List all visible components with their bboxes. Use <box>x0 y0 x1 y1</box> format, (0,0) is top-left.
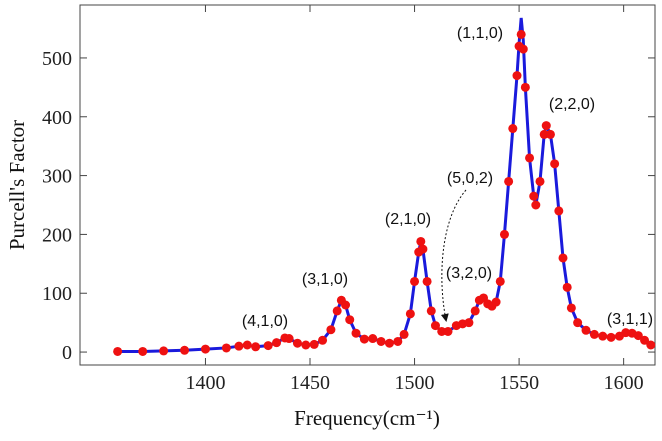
point <box>341 300 351 310</box>
x-tick-label: 1400 <box>185 372 225 394</box>
annotation: (3,1,1) <box>607 311 653 328</box>
point <box>640 335 650 345</box>
point <box>422 276 432 286</box>
y-tick-label: 100 <box>42 283 72 305</box>
x-tick-label: 1450 <box>290 372 330 394</box>
point <box>318 335 328 345</box>
annotation: (2,2,0) <box>549 96 595 113</box>
point <box>405 309 415 319</box>
point <box>554 206 564 216</box>
x-axis-label: Frequency(cm⁻¹) <box>294 406 440 430</box>
arrow <box>440 189 467 322</box>
point <box>376 336 386 346</box>
point <box>138 346 148 356</box>
point <box>529 191 539 201</box>
point <box>416 236 426 246</box>
point <box>418 244 428 254</box>
point <box>518 44 528 54</box>
point <box>539 129 549 139</box>
point <box>368 334 378 344</box>
point <box>545 129 555 139</box>
x-tick-label: 1500 <box>395 372 435 394</box>
point <box>113 346 123 356</box>
point <box>332 306 342 316</box>
point <box>359 334 369 344</box>
point <box>531 200 541 210</box>
point <box>351 328 361 338</box>
plot-frame <box>79 4 656 366</box>
point <box>384 338 394 348</box>
annotation: (3,2,0) <box>446 265 492 282</box>
point <box>309 339 319 349</box>
point <box>234 341 244 351</box>
point <box>589 329 599 339</box>
annotation: (5,0,2) <box>447 170 493 187</box>
point <box>159 346 169 356</box>
point <box>221 343 231 353</box>
point <box>550 159 560 169</box>
point <box>464 318 474 328</box>
point <box>516 29 526 39</box>
point <box>646 340 656 350</box>
point <box>558 253 568 263</box>
point <box>499 229 509 239</box>
y-tick-label: 400 <box>42 107 72 129</box>
point <box>581 325 591 335</box>
y-axis-label: Purcell's Factor <box>5 120 29 250</box>
line <box>117 17 652 353</box>
point <box>410 276 420 286</box>
point <box>284 334 294 344</box>
point <box>470 306 480 316</box>
point <box>272 338 282 348</box>
point <box>200 344 210 354</box>
annotation: (1,1,0) <box>457 25 503 42</box>
annotation: (2,1,0) <box>385 211 431 228</box>
point <box>573 318 583 328</box>
point <box>566 303 576 313</box>
point <box>426 306 436 316</box>
point <box>495 276 505 286</box>
point <box>520 82 530 92</box>
point <box>633 331 643 341</box>
point <box>541 121 551 131</box>
y-tick-label: 300 <box>42 166 72 188</box>
point <box>301 340 311 350</box>
point <box>242 340 252 350</box>
point <box>598 331 608 341</box>
point <box>491 297 501 307</box>
annotation: (3,1,0) <box>302 271 348 288</box>
y-tick-label: 500 <box>42 48 72 70</box>
point <box>443 326 453 336</box>
point <box>326 325 336 335</box>
x-tick-label: 1550 <box>499 372 539 394</box>
point <box>430 321 440 331</box>
point <box>393 336 403 346</box>
point <box>525 153 535 163</box>
y-tick-label: 0 <box>62 342 72 364</box>
point <box>180 345 190 355</box>
y-tick-label: 200 <box>42 224 72 246</box>
point <box>251 342 261 352</box>
point <box>437 326 447 336</box>
point <box>263 341 273 351</box>
point <box>504 176 514 186</box>
point <box>345 315 355 325</box>
x-tick-label: 1600 <box>604 372 644 394</box>
point <box>562 282 572 292</box>
point <box>606 332 616 342</box>
point <box>508 124 518 134</box>
point <box>535 176 545 186</box>
annotation: (4,1,0) <box>242 313 288 330</box>
point <box>399 329 409 339</box>
point <box>292 338 302 348</box>
point <box>512 71 522 81</box>
